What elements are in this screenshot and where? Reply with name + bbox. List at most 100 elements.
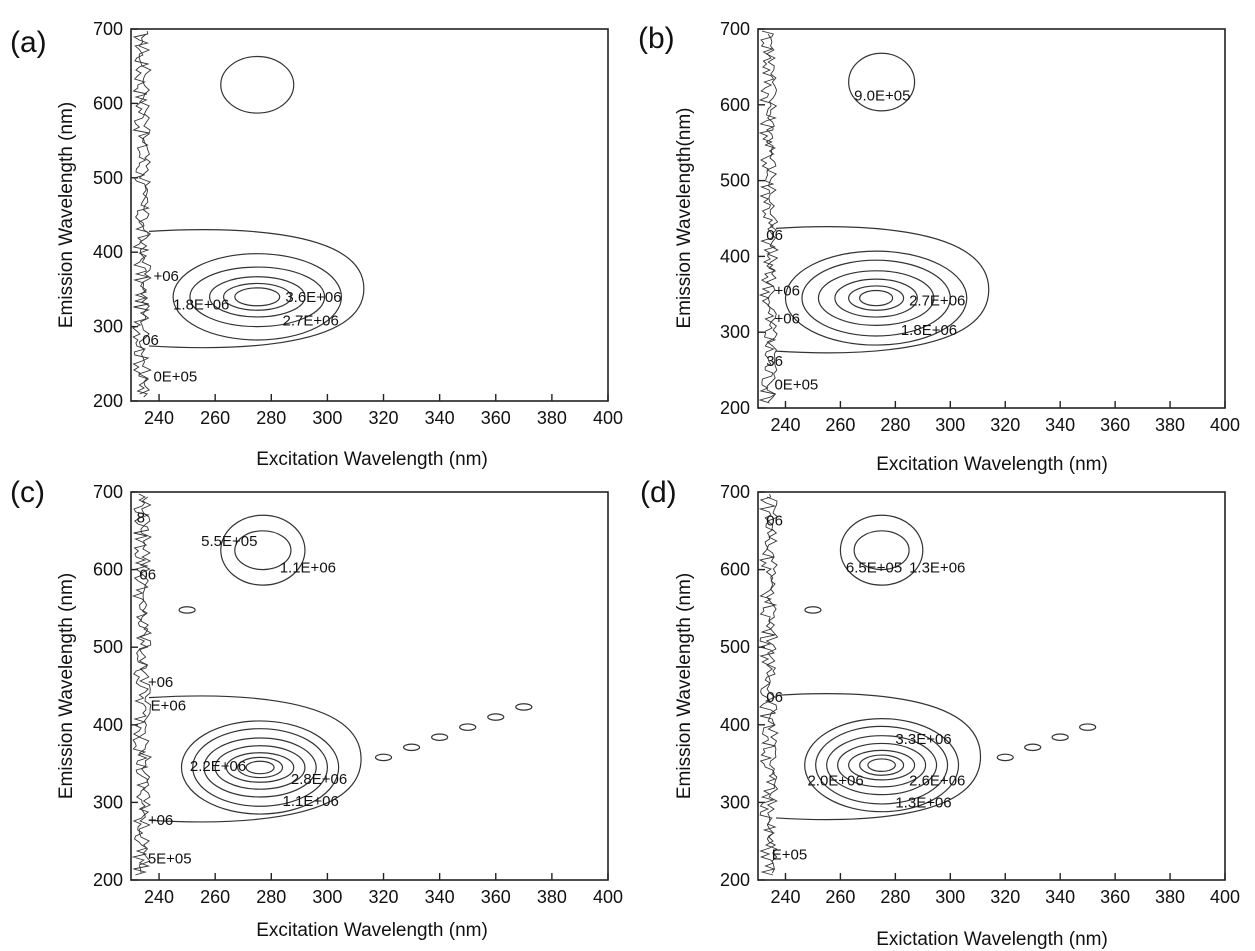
y-axis-title: Emission Wavelength(nm) — [674, 107, 695, 328]
x-axis-title: Excitation Wavelength (nm) — [876, 454, 1108, 475]
y-tick-label: 400 — [93, 242, 123, 262]
x-tick-label: 320 — [369, 887, 399, 907]
contour-line — [826, 735, 938, 796]
y-tick-label: 500 — [93, 168, 123, 188]
contour-label: +06 — [148, 674, 173, 691]
contour-spur — [374, 753, 393, 762]
contour-label: 06 — [766, 513, 783, 530]
contour-line — [848, 52, 916, 112]
contour-label: 1.1E+06 — [280, 559, 336, 576]
x-tick-label: 240 — [144, 408, 174, 428]
contour-label: 6.5E+05 — [846, 559, 902, 576]
contour-label: 06 — [139, 566, 156, 583]
x-tick-label: 360 — [1100, 415, 1130, 435]
contour-line — [837, 742, 927, 788]
contour-line — [848, 749, 916, 781]
contour-line — [839, 514, 924, 586]
y-tick-label: 600 — [93, 93, 123, 113]
y-tick-label: 500 — [720, 637, 750, 657]
contour-line — [245, 760, 275, 775]
y-tick-label: 700 — [720, 19, 750, 39]
x-axis-title: Excitation Wavelength (nm) — [256, 449, 488, 470]
contour-line — [817, 270, 935, 326]
y-tick-label: 700 — [720, 482, 750, 502]
y-tick-label: 600 — [720, 560, 750, 580]
x-tick-label: 360 — [481, 887, 511, 907]
chart-panel-d: (d) 240 260 280 300 320 340 360 380 400 200 300 400 5… — [640, 476, 1240, 950]
contour-label: +06 — [774, 311, 799, 328]
contour-label: E+06 — [151, 697, 186, 714]
y-axis-title: Emission Wavelength (nm) — [56, 102, 77, 328]
x-axis-title: Excitation Wavelength (nm) — [256, 920, 488, 941]
x-tick-label: 380 — [537, 887, 567, 907]
y-tick-label: 400 — [93, 715, 123, 735]
scatter-noise-band — [758, 30, 777, 404]
contour-spur — [515, 703, 533, 711]
contour-line — [804, 717, 960, 813]
chart-panel-b: (b) 240 260 280 300 320 340 360 380 400 200 300 400 5… — [638, 19, 1240, 475]
contour-line — [148, 695, 362, 823]
scatter-noise-band — [758, 493, 778, 876]
y-tick-label: 300 — [93, 792, 123, 812]
contour-label: +06 — [153, 268, 178, 285]
panel-label: (d) — [640, 476, 677, 509]
y-tick-label: 500 — [93, 637, 123, 657]
chart-panel-c: (c) 240 260 280 300 320 340 360 380 400 200 300 400 5… — [10, 476, 623, 941]
contour-label: 06 — [142, 332, 159, 349]
contour-label: 36 — [766, 353, 783, 370]
plot-frame — [757, 491, 1226, 881]
y-tick-label: 300 — [93, 317, 123, 337]
y-tick-label: 600 — [720, 95, 750, 115]
x-tick-label: 400 — [593, 408, 623, 428]
contour-line — [148, 229, 365, 349]
contour-spur — [1051, 733, 1069, 742]
panel-label: (c) — [10, 476, 45, 509]
contour-line — [775, 226, 990, 354]
contour-label: 8 — [137, 510, 145, 527]
x-tick-label: 340 — [425, 408, 455, 428]
contour-label: 2.8E+06 — [291, 771, 347, 788]
contour-label: 2.0E+06 — [807, 773, 863, 790]
x-tick-label: 380 — [1155, 887, 1185, 907]
x-axis-title: Exictation Wavelength (nm) — [876, 929, 1108, 950]
contour-line — [848, 285, 905, 311]
scatter-noise-band — [132, 30, 151, 398]
contour-spur — [1079, 723, 1097, 731]
contour-line — [220, 55, 295, 114]
x-tick-label: 240 — [770, 887, 800, 907]
x-tick-label: 280 — [880, 887, 910, 907]
contour-label: 1.3E+06 — [909, 559, 965, 576]
x-tick-label: 380 — [1155, 415, 1185, 435]
contour-line — [815, 725, 949, 805]
contour-line — [222, 282, 292, 311]
x-tick-label: 320 — [990, 415, 1020, 435]
contour-line — [172, 253, 343, 341]
contour-spur — [996, 753, 1014, 762]
contour-label: 2.7E+06 — [283, 313, 339, 330]
contour-spur — [402, 743, 421, 752]
x-tick-label: 240 — [770, 415, 800, 435]
x-tick-label: 400 — [593, 887, 623, 907]
contour-spur — [804, 606, 822, 614]
contour-label: 06 — [766, 227, 783, 244]
y-tick-label: 300 — [720, 322, 750, 342]
x-tick-label: 320 — [990, 887, 1020, 907]
y-tick-label: 200 — [93, 870, 123, 890]
contour-label: 06 — [766, 689, 783, 706]
contour-label: 1.3E+06 — [895, 794, 951, 811]
y-tick-label: 200 — [720, 870, 750, 890]
plot-frame — [130, 28, 609, 402]
scatter-noise-band — [137, 33, 152, 395]
scatter-noise-band — [138, 496, 152, 874]
contour-line — [237, 756, 284, 779]
contour-line — [867, 758, 896, 772]
contour-label: 0E+05 — [774, 377, 818, 394]
x-tick-label: 240 — [144, 887, 174, 907]
contour-spur — [459, 723, 477, 731]
x-tick-label: 300 — [312, 408, 342, 428]
contour-line — [208, 276, 306, 318]
x-tick-label: 340 — [425, 887, 455, 907]
contour-line — [775, 693, 982, 821]
contour-label: +06 — [148, 812, 173, 829]
